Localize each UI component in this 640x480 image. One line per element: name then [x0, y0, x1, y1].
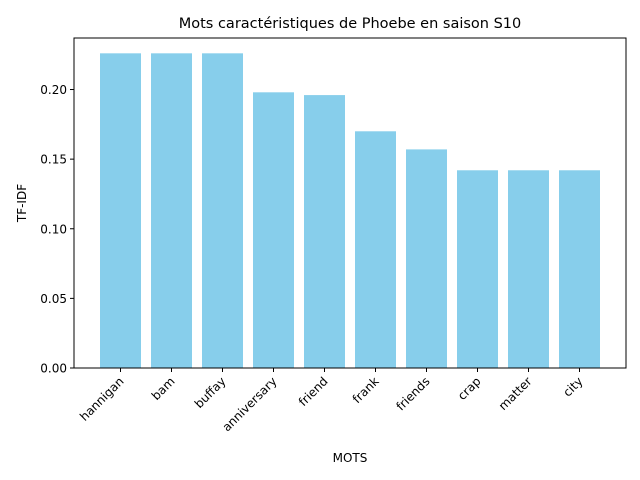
chart-title: Mots caractéristiques de Phoebe en saiso…	[179, 16, 522, 32]
bar-friend	[304, 95, 345, 368]
x-tick-label: friends	[393, 374, 432, 413]
y-tick-label: 0.05	[40, 292, 67, 306]
y-axis: 0.00 0.05 0.10 0.15 0.20	[40, 83, 74, 376]
x-tick-label: crap	[455, 374, 484, 403]
x-tick-label: city	[560, 374, 585, 399]
bar-city	[559, 170, 600, 368]
x-tick-label: bam	[149, 374, 178, 403]
bar-bam	[151, 53, 192, 368]
bar-buffay	[202, 53, 243, 368]
x-tick-label: matter	[496, 374, 535, 413]
bar-anniversary	[253, 92, 294, 368]
bar-crap	[457, 170, 498, 368]
y-tick-label: 0.00	[40, 362, 67, 376]
x-tick-label: friend	[296, 374, 331, 409]
x-axis-title: MOTS	[333, 451, 368, 465]
bars-layer	[100, 53, 600, 368]
y-tick-label: 0.15	[40, 153, 67, 167]
x-tick-label: hannigan	[77, 374, 127, 424]
y-tick-label: 0.10	[40, 222, 67, 236]
y-tick-label: 0.20	[40, 83, 67, 97]
x-tick-label: buffay	[192, 374, 229, 411]
x-tick-label: frank	[350, 374, 382, 406]
axes-frame	[73, 37, 627, 369]
y-axis-title: TF-IDF	[15, 184, 29, 223]
x-tick-label: anniversary	[220, 374, 280, 434]
bar-matter	[508, 170, 549, 368]
bar-friends	[406, 149, 447, 368]
bar-hannigan	[100, 53, 141, 368]
bar-frank	[355, 131, 396, 368]
